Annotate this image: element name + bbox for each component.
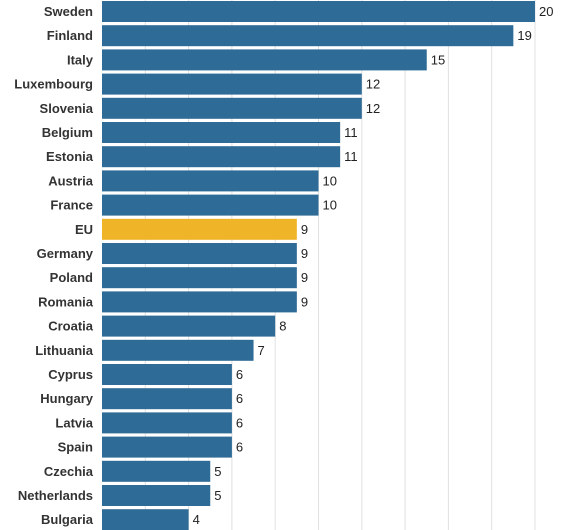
category-label-finland: Finland bbox=[47, 28, 93, 43]
value-label-austria: 10 bbox=[323, 173, 337, 188]
bar-czechia bbox=[102, 460, 211, 482]
bar-lithuania bbox=[102, 339, 254, 361]
bar-poland bbox=[102, 267, 297, 289]
bar-germany bbox=[102, 243, 297, 264]
category-label-bulgaria: Bulgaria bbox=[41, 512, 94, 527]
category-label-lithuania: Lithuania bbox=[35, 343, 94, 358]
category-label-luxembourg: Luxembourg bbox=[14, 77, 93, 92]
bar-cyprus bbox=[102, 364, 232, 385]
bars bbox=[102, 1, 535, 530]
category-label-slovenia: Slovenia bbox=[40, 101, 94, 116]
value-label-estonia: 11 bbox=[344, 149, 358, 164]
value-label-croatia: 8 bbox=[279, 319, 286, 334]
value-label-netherlands: 5 bbox=[214, 488, 221, 503]
category-label-germany: Germany bbox=[37, 246, 94, 261]
category-label-spain: Spain bbox=[58, 440, 93, 455]
category-label-poland: Poland bbox=[50, 270, 93, 285]
category-label-latvia: Latvia bbox=[55, 415, 93, 430]
value-label-slovenia: 12 bbox=[366, 101, 380, 116]
value-label-romania: 9 bbox=[301, 294, 308, 309]
category-label-hungary: Hungary bbox=[40, 391, 94, 406]
bar-austria bbox=[102, 170, 319, 192]
value-label-luxembourg: 12 bbox=[366, 77, 380, 92]
value-label-lithuania: 7 bbox=[258, 343, 265, 358]
bar-luxembourg bbox=[102, 73, 362, 95]
bar-latvia bbox=[102, 412, 232, 434]
category-label-belgium: Belgium bbox=[42, 125, 93, 140]
category-label-italy: Italy bbox=[67, 52, 94, 67]
bar-croatia bbox=[102, 315, 276, 337]
bar-sweden bbox=[102, 1, 535, 22]
bar-spain bbox=[102, 436, 232, 458]
category-label-netherlands: Netherlands bbox=[18, 488, 93, 503]
value-label-czechia: 5 bbox=[214, 464, 221, 479]
category-label-czechia: Czechia bbox=[44, 464, 94, 479]
bar-estonia bbox=[102, 146, 341, 168]
value-label-hungary: 6 bbox=[236, 391, 243, 406]
category-label-cyprus: Cyprus bbox=[48, 367, 93, 382]
bar-hungary bbox=[102, 388, 232, 410]
bar-slovenia bbox=[102, 97, 362, 119]
category-label-romania: Romania bbox=[38, 294, 94, 309]
category-label-france: France bbox=[50, 198, 93, 213]
category-label-austria: Austria bbox=[48, 173, 94, 188]
bar-finland bbox=[102, 25, 514, 47]
category-label-sweden: Sweden bbox=[44, 4, 93, 19]
value-label-italy: 15 bbox=[431, 52, 445, 67]
bar-bulgaria bbox=[102, 509, 189, 530]
value-label-eu: 9 bbox=[301, 222, 308, 237]
value-label-bulgaria: 4 bbox=[193, 512, 200, 527]
value-label-germany: 9 bbox=[301, 246, 308, 261]
value-label-latvia: 6 bbox=[236, 415, 243, 430]
bar-france bbox=[102, 194, 319, 216]
category-label-croatia: Croatia bbox=[48, 319, 94, 334]
bar-italy bbox=[102, 49, 427, 71]
bar-romania bbox=[102, 291, 297, 313]
category-label-estonia: Estonia bbox=[46, 149, 94, 164]
value-label-spain: 6 bbox=[236, 440, 243, 455]
category-label-eu: EU bbox=[75, 222, 93, 237]
value-label-finland: 19 bbox=[517, 28, 531, 43]
value-label-belgium: 11 bbox=[344, 125, 358, 140]
labels: Sweden 20 Finland 19 Italy 15 Luxembourg 12 Slov… bbox=[14, 4, 553, 527]
bar-belgium bbox=[102, 122, 341, 143]
bar-netherlands bbox=[102, 485, 211, 506]
value-label-sweden: 20 bbox=[539, 4, 553, 19]
value-label-france: 10 bbox=[323, 198, 337, 213]
bar-eu bbox=[102, 218, 297, 240]
value-label-poland: 9 bbox=[301, 270, 308, 285]
value-label-cyprus: 6 bbox=[236, 367, 243, 382]
